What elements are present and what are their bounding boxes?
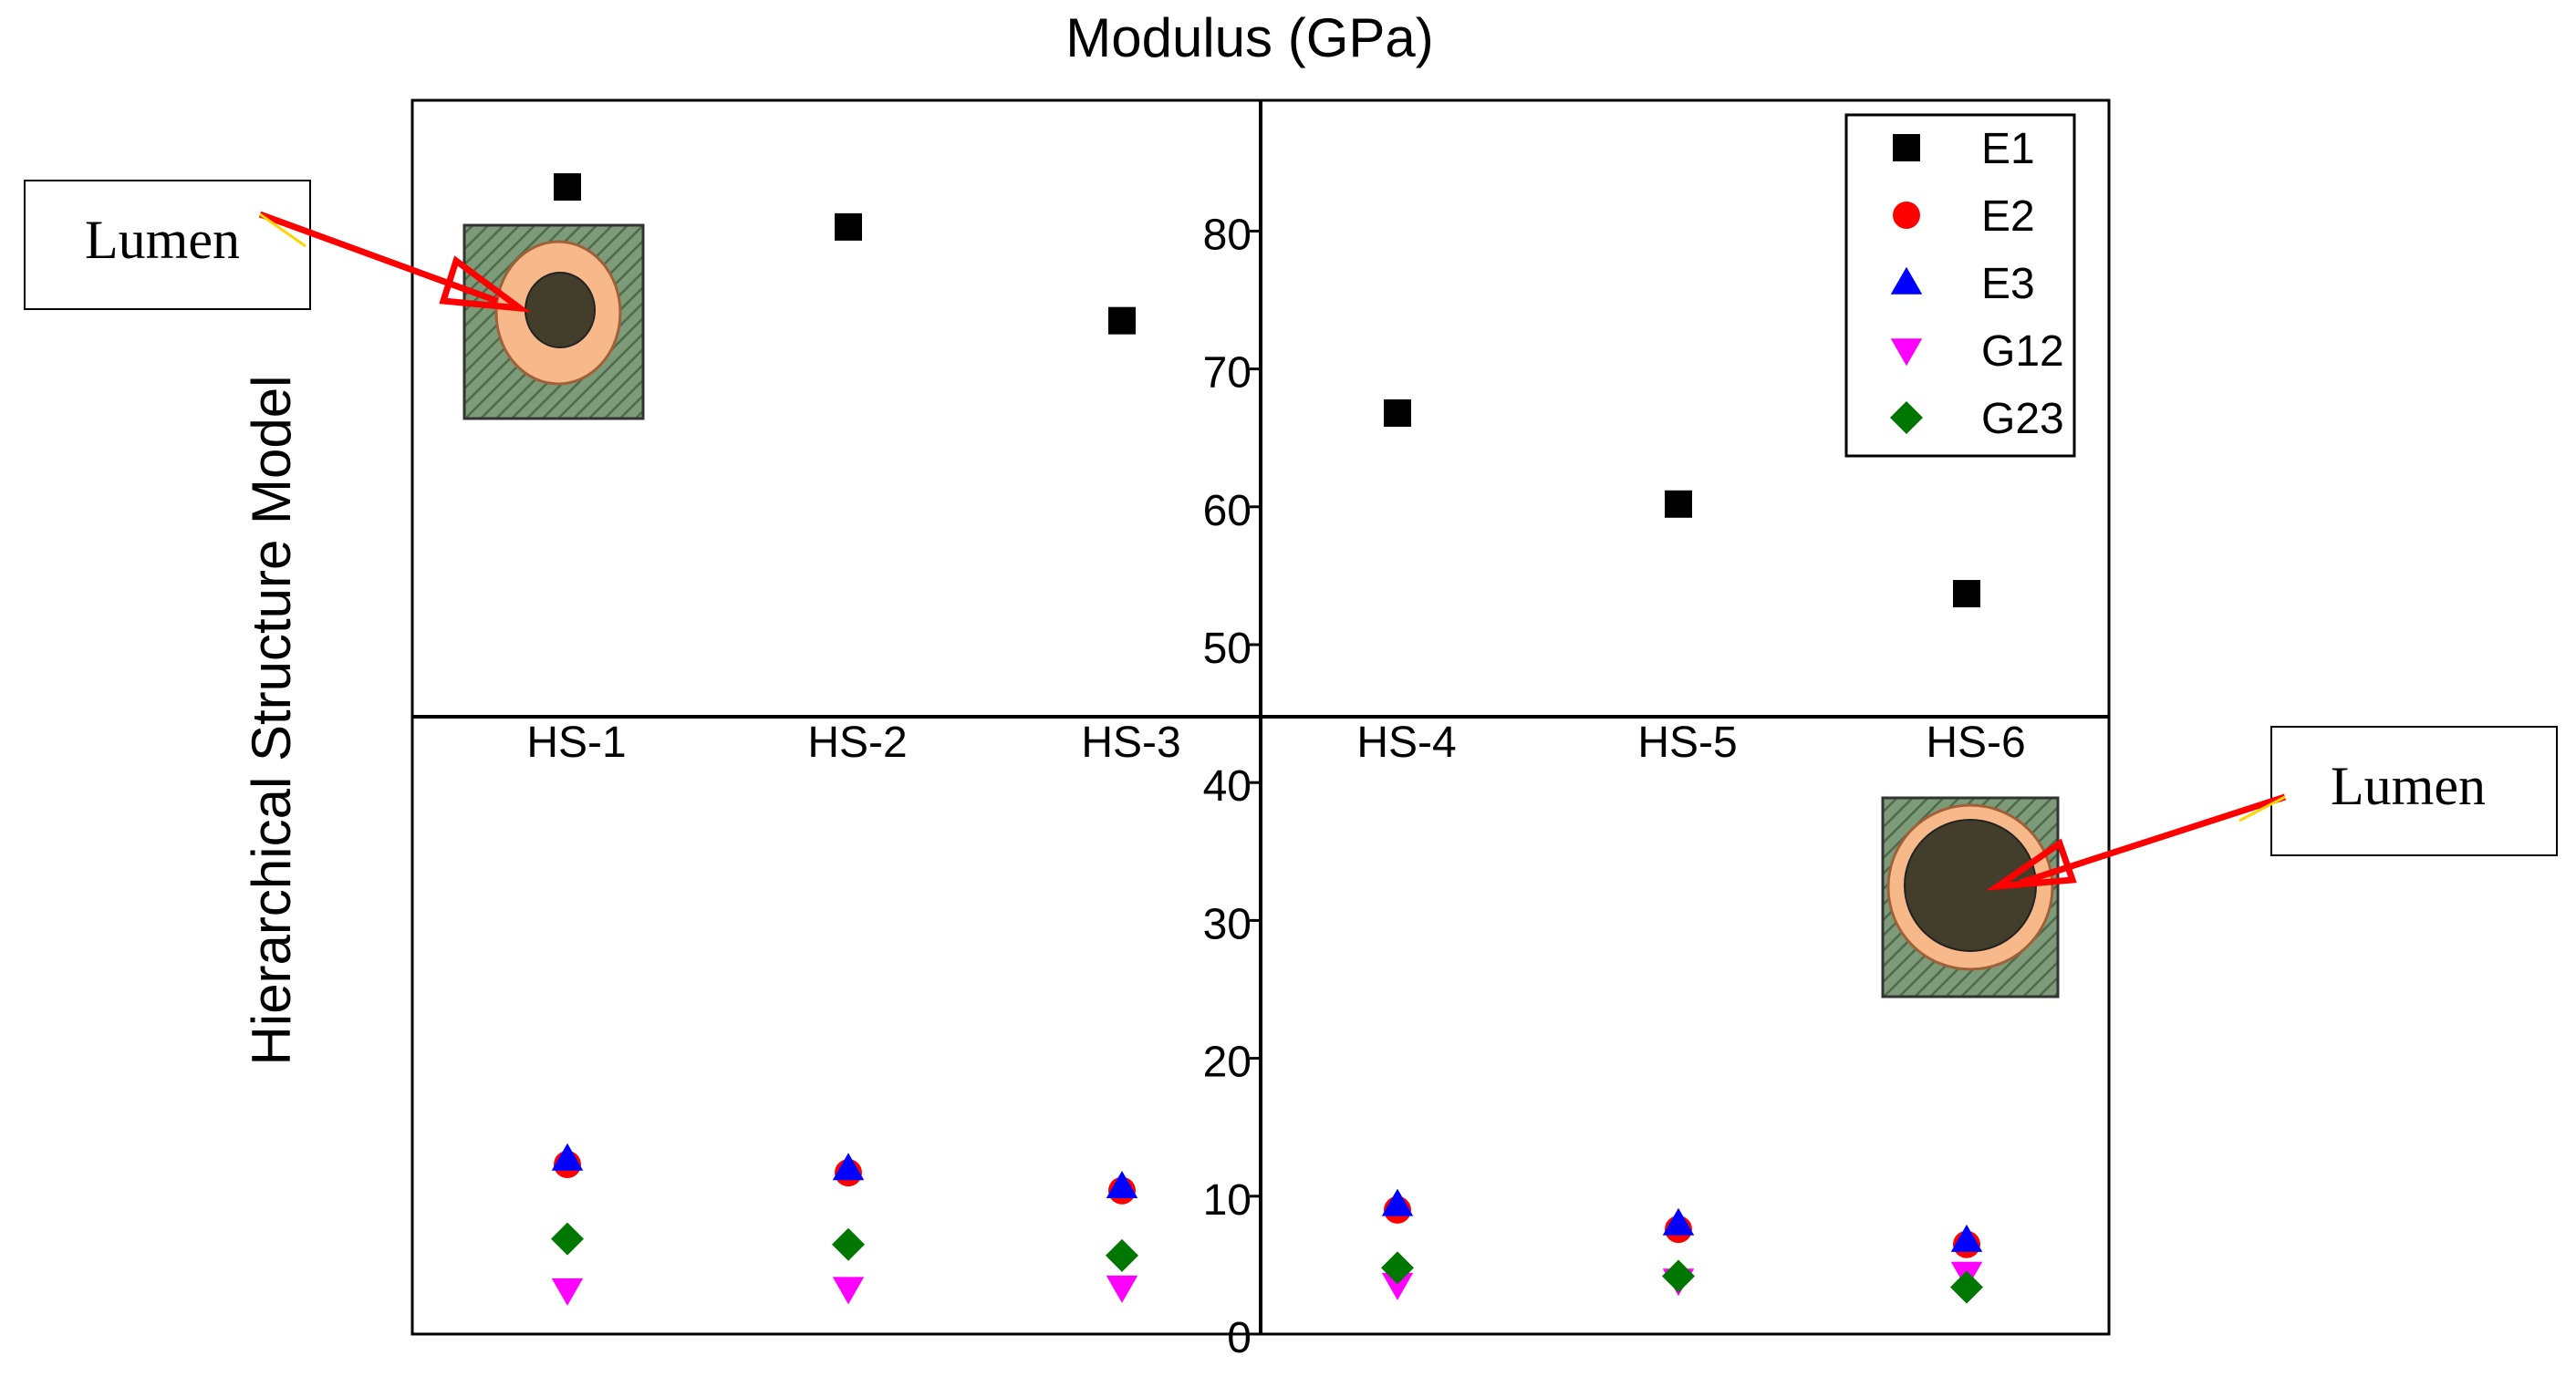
marker-g12-hs-4 <box>1381 1272 1414 1300</box>
marker-e3-hs-6 <box>1950 1224 1983 1252</box>
legend-label-e3: E3 <box>1981 260 2035 308</box>
y-tick-label: 0 <box>1227 1314 1252 1362</box>
lumen-callout-right: Lumen <box>2270 726 2558 856</box>
marker-g12-hs-1 <box>551 1278 584 1306</box>
category-label: HS-2 <box>807 719 907 767</box>
chart-title: Modulus (GPa) <box>1065 7 1433 68</box>
callout-label-right: Lumen <box>2331 756 2486 816</box>
arrowhead-left <box>439 255 532 313</box>
lumen-callout-left: Lumen <box>24 180 311 310</box>
marker-g23-hs-2 <box>832 1227 865 1261</box>
category-label: HS-1 <box>526 719 626 767</box>
marker-e1-hs-1 <box>554 173 581 202</box>
legend-label-e1: E1 <box>1981 125 2035 173</box>
legend-marker-e2 <box>1893 202 1920 229</box>
lumen-arrow-right <box>1986 793 2287 891</box>
legend-marker-e1 <box>1893 134 1920 161</box>
hs1-lumen <box>525 272 596 348</box>
y-axis-label: Hierarchical Structure Model <box>241 376 302 1066</box>
hs6-cross-section <box>1881 796 2060 998</box>
category-label: HS-4 <box>1356 719 1456 767</box>
category-label: HS-5 <box>1637 719 1737 767</box>
category-label: HS-6 <box>1926 719 2025 767</box>
marker-e3-hs-3 <box>1106 1170 1138 1198</box>
legend: E1 E2 E3 G12 G23 <box>1844 113 2076 458</box>
marker-e3-hs-2 <box>832 1153 865 1181</box>
legend-marker-e3 <box>1890 266 1923 295</box>
hs1-cross-section <box>462 223 645 420</box>
legend-label-g12: G12 <box>1981 327 2064 376</box>
y-tick-label: 10 <box>1203 1176 1252 1225</box>
y-tick-label: 40 <box>1203 762 1252 811</box>
marker-g12-hs-2 <box>832 1277 865 1305</box>
marker-e3-hs-1 <box>551 1143 584 1171</box>
y-tick-label: 70 <box>1203 349 1252 398</box>
marker-e1-hs-2 <box>835 212 862 241</box>
marker-g23-hs-6 <box>1950 1270 1983 1304</box>
marker-e1-hs-3 <box>1108 306 1136 335</box>
data-markers <box>551 173 1983 1306</box>
marker-e1-hs-5 <box>1665 490 1692 518</box>
marker-g23-hs-3 <box>1106 1238 1138 1272</box>
y-ticks: 0 10 20 30 40 50 60 70 80 <box>1203 211 1261 1362</box>
marker-e3-hs-5 <box>1662 1207 1695 1236</box>
marker-g12-hs-3 <box>1106 1275 1138 1303</box>
callout-label-left: Lumen <box>85 210 240 270</box>
marker-e3-hs-4 <box>1381 1188 1414 1216</box>
y-tick-label: 20 <box>1203 1039 1252 1087</box>
y-tick-label: 30 <box>1203 900 1252 948</box>
arrowhead-right <box>1986 838 2077 891</box>
marker-e1-hs-4 <box>1384 398 1411 427</box>
y-tick-label: 60 <box>1203 487 1252 535</box>
legend-box <box>1844 113 2076 458</box>
callout-box-left <box>24 180 311 310</box>
marker-g23-hs-1 <box>551 1222 584 1256</box>
marker-g23-hs-5 <box>1662 1259 1695 1293</box>
legend-marker-g12 <box>1890 338 1923 367</box>
legend-marker-g23 <box>1890 401 1923 434</box>
legend-label-e2: E2 <box>1981 192 2035 241</box>
y-tick-label: 50 <box>1203 625 1252 673</box>
category-label: HS-3 <box>1081 719 1180 767</box>
lumen-arrow-left <box>258 211 532 313</box>
y-tick-label: 80 <box>1203 211 1252 259</box>
marker-e1-hs-6 <box>1953 580 1980 608</box>
marker-g23-hs-4 <box>1381 1251 1414 1285</box>
category-labels: HS-1 HS-2 HS-3 HS-4 HS-5 HS-6 <box>526 719 2025 767</box>
legend-label-g23: G23 <box>1981 395 2064 443</box>
callout-box-right <box>2270 726 2558 856</box>
